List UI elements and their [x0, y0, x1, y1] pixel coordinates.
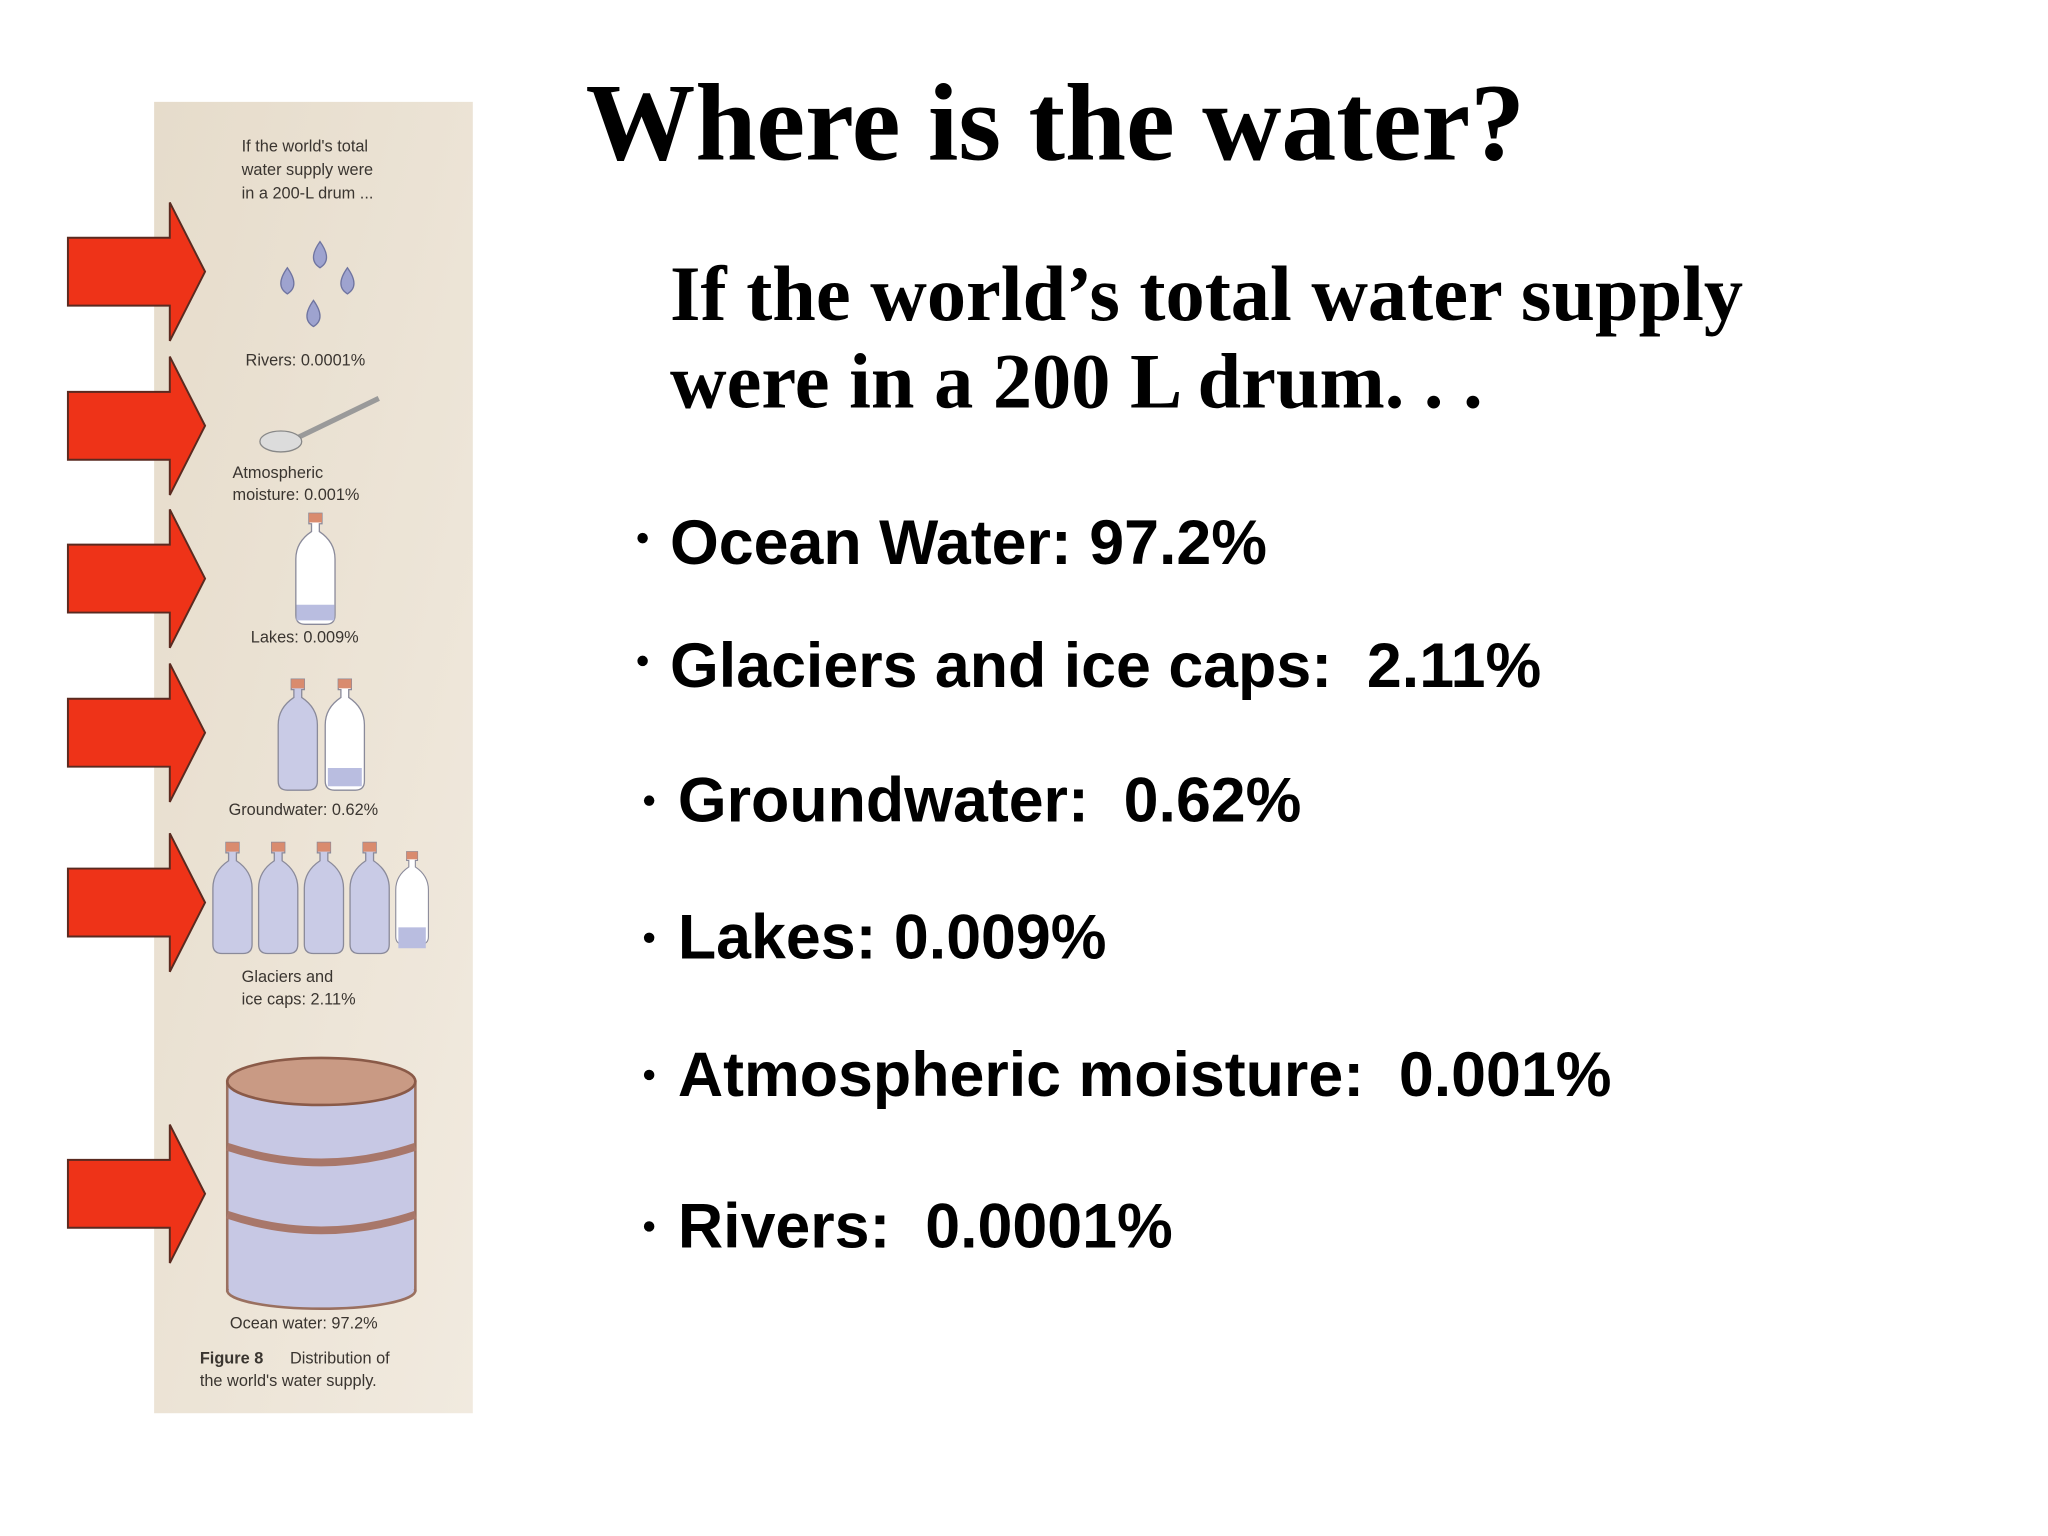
- bullet: Rivers: 0.0001%: [678, 1191, 1173, 1261]
- arrows: [66, 202, 207, 1264]
- bullet: Lakes: 0.009%: [678, 903, 1107, 973]
- figure-caption: the world's water supply.: [200, 1372, 377, 1390]
- bullet-dot: [643, 932, 655, 944]
- bullet: Atmospheric moisture: 0.001%: [678, 1040, 1612, 1110]
- bullet-dot: [637, 532, 648, 544]
- bullet: Ocean Water: 97.2%: [670, 508, 1267, 578]
- figure-intro: If the world's total: [242, 138, 368, 156]
- figure-label: Glaciers and: [242, 968, 334, 986]
- figure-intro: water supply were: [241, 161, 373, 179]
- subtitle: were in a 200 L drum. . .: [670, 338, 1483, 425]
- bottle: [295, 512, 336, 626]
- figure-caption-label: Figure 8: [200, 1350, 263, 1368]
- bullet-dot: [637, 655, 648, 667]
- spoon: [259, 396, 380, 453]
- bullet: Groundwater: 0.62%: [678, 766, 1302, 836]
- bullet: Glaciers and ice caps: 2.11%: [670, 631, 1541, 701]
- figure-label: Groundwater: 0.62%: [229, 801, 379, 819]
- bullet-dot: [643, 1069, 655, 1081]
- subtitle: If the world’s total water supply: [670, 250, 1743, 337]
- figure-label: moisture: 0.001%: [232, 486, 359, 504]
- drum: [225, 1056, 417, 1311]
- figure-label: Lakes: 0.009%: [251, 629, 359, 647]
- bottles: [277, 678, 366, 791]
- figure-label: Atmospheric: [232, 464, 323, 482]
- figure-caption: Distribution of: [290, 1350, 390, 1368]
- bullet-dot: [643, 795, 655, 806]
- figure-intro: in a 200-L drum ...: [242, 185, 374, 203]
- bottles: [212, 841, 429, 955]
- figure-label: ice caps: 2.11%: [242, 990, 356, 1008]
- title: Where is the water?: [586, 61, 1525, 183]
- figure-label: Ocean water: 97.2%: [230, 1314, 378, 1332]
- drops: [280, 240, 355, 328]
- figure-label: Rivers: 0.0001%: [246, 352, 366, 370]
- bullet-dot: [643, 1221, 655, 1232]
